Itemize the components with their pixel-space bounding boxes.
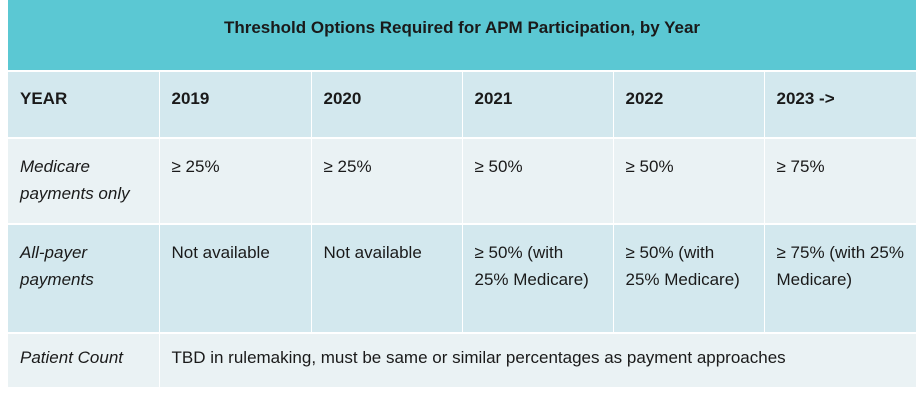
- table-cell: ≥ 25%: [311, 138, 463, 225]
- table-cell: ≥ 50%: [462, 138, 614, 225]
- header-cell-year: YEAR: [8, 72, 160, 139]
- table-cell: ≥ 75% (with 25% Medicare): [764, 224, 916, 334]
- table-cell: ≥ 50%: [613, 138, 765, 225]
- table-cell-merged: TBD in rulemaking, must be same or simil…: [159, 333, 916, 389]
- table-title-bar: Threshold Options Required for APM Parti…: [8, 0, 916, 70]
- row-label-all-payer: All-payer payments: [8, 224, 160, 334]
- threshold-table: YEAR 2019 2020 2021 2022 2023 -> Medicar…: [8, 72, 916, 389]
- table-row: All-payer payments Not available Not ava…: [8, 224, 916, 334]
- table-cell: ≥ 50% (with 25% Medicare): [613, 224, 765, 334]
- table-cell: Not available: [311, 224, 463, 334]
- header-cell-2021: 2021: [462, 72, 614, 139]
- header-cell-2020: 2020: [311, 72, 463, 139]
- header-cell-2019: 2019: [159, 72, 312, 139]
- table-row: Medicare payments only ≥ 25% ≥ 25% ≥ 50%…: [8, 138, 916, 225]
- table-cell: ≥ 50% (with 25% Medicare): [462, 224, 614, 334]
- header-cell-2022: 2022: [613, 72, 765, 139]
- table-cell: ≥ 25%: [159, 138, 312, 225]
- row-label-patient-count: Patient Count: [8, 333, 160, 389]
- table-cell: ≥ 75%: [764, 138, 916, 225]
- header-row: YEAR 2019 2020 2021 2022 2023 ->: [8, 72, 916, 139]
- table-cell: Not available: [159, 224, 312, 334]
- header-cell-2023: 2023 ->: [764, 72, 916, 139]
- table-title: Threshold Options Required for APM Parti…: [223, 18, 701, 37]
- row-label-medicare: Medicare payments only: [8, 138, 160, 225]
- table-row: Patient Count TBD in rulemaking, must be…: [8, 333, 916, 389]
